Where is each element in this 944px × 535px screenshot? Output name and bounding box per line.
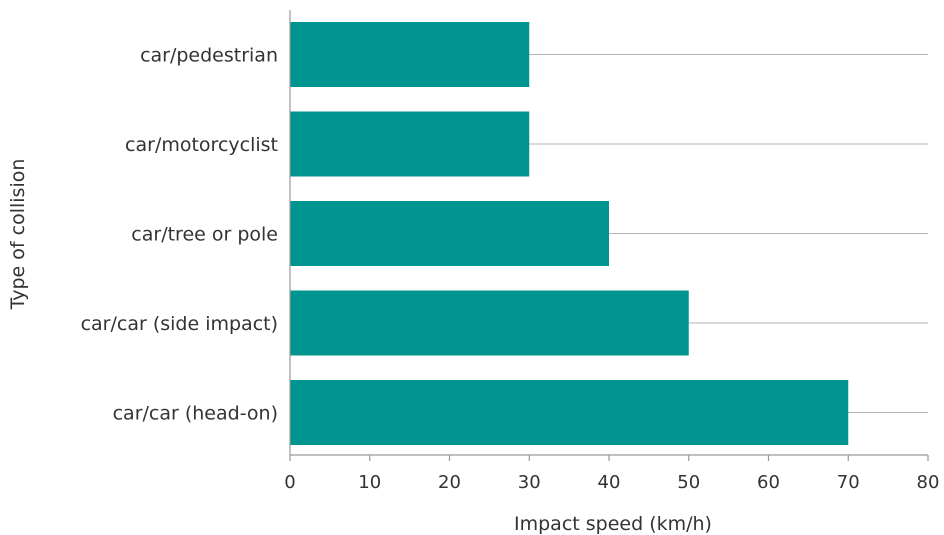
category-label: car/car (head-on) — [113, 403, 278, 425]
bars — [290, 22, 849, 445]
x-tick-label: 60 — [757, 472, 780, 493]
bar-car-pedestrian — [290, 22, 530, 87]
x-tick-label: 50 — [677, 472, 700, 493]
x-tick-label: 30 — [518, 472, 541, 493]
axes — [289, 10, 929, 461]
x-tick-labels: 0 10 20 30 40 50 60 70 80 — [284, 472, 939, 493]
bar-car-car-head-on — [290, 380, 849, 445]
x-tick-label: 80 — [917, 472, 940, 493]
y-axis-label: Type of collision — [7, 159, 29, 311]
bar-car-motorcyclist — [290, 111, 530, 177]
category-labels: car/pedestrian car/motorcyclist car/tree o… — [81, 45, 278, 425]
category-label: car/pedestrian — [140, 45, 278, 67]
x-tick-label: 70 — [837, 472, 860, 493]
category-label: car/tree or pole — [131, 224, 278, 246]
x-tick-label: 20 — [438, 472, 461, 493]
category-label: car/car (side impact) — [81, 313, 278, 335]
bar-car-car-side-impact — [290, 290, 689, 356]
x-tick-label: 0 — [284, 472, 295, 493]
category-label: car/motorcyclist — [125, 134, 278, 156]
x-axis-label: Impact speed (km/h) — [514, 513, 712, 535]
x-tick-label: 10 — [358, 472, 381, 493]
x-tick-label: 40 — [598, 472, 621, 493]
bar-car-tree-or-pole — [290, 201, 609, 266]
